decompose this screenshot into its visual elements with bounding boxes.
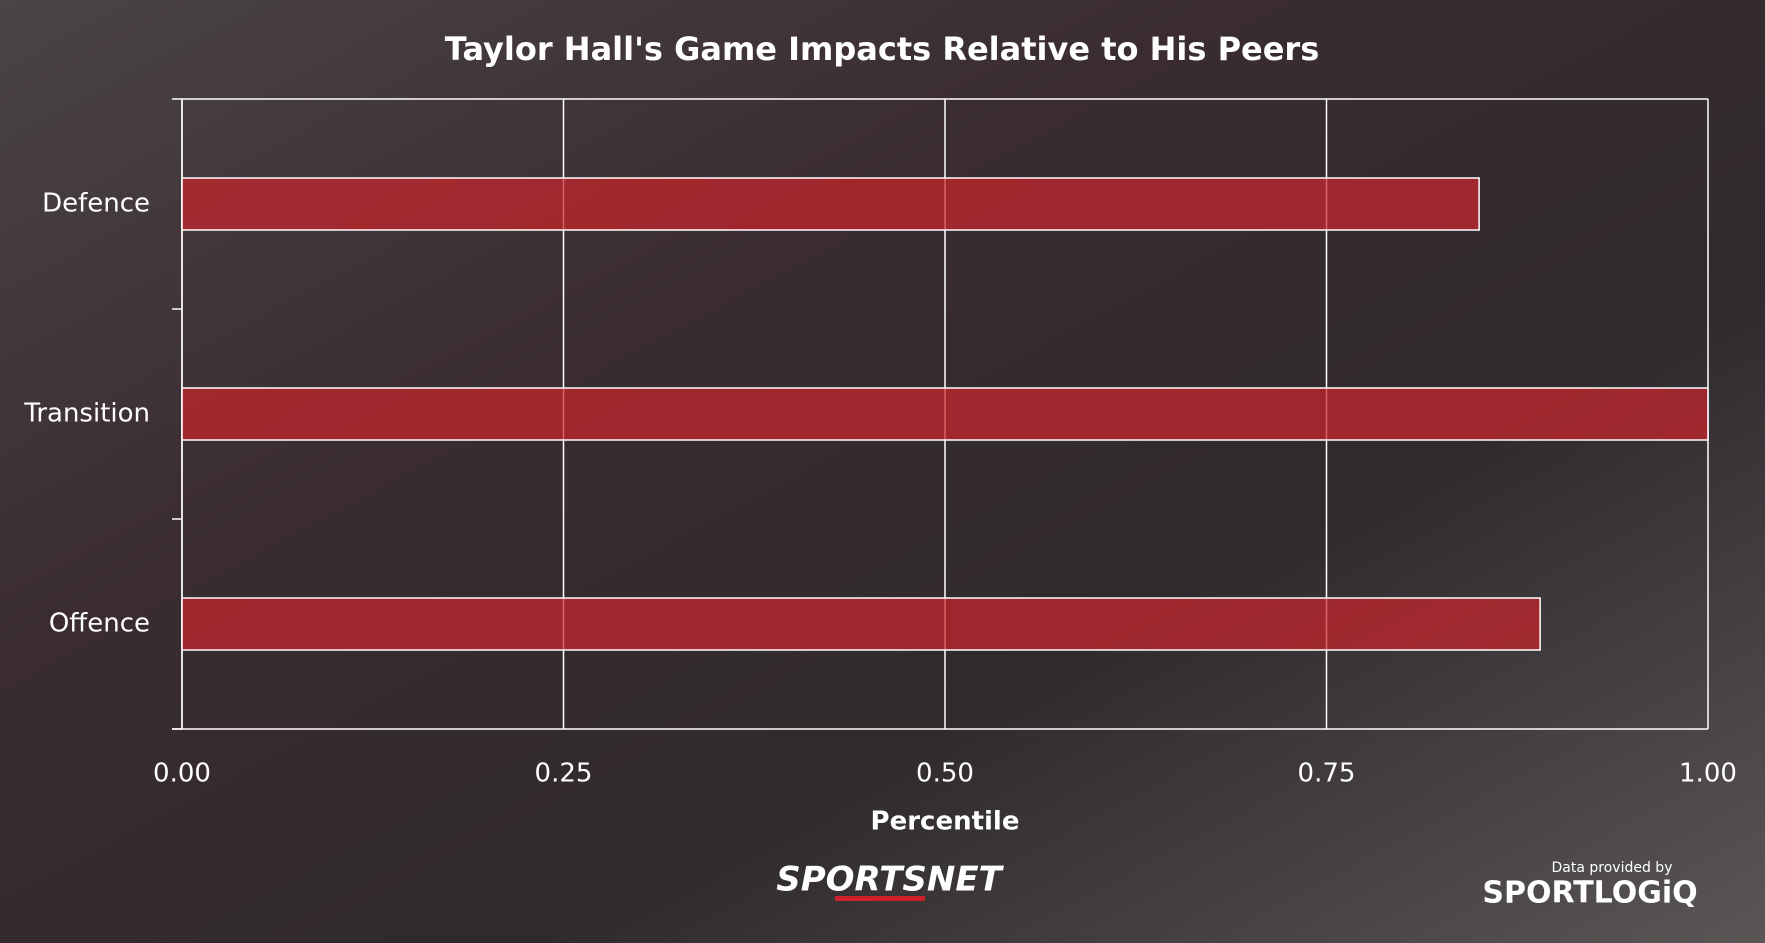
y-tick-label: Transition: [23, 399, 150, 429]
bar: [181, 387, 1709, 441]
x-axis-label: Percentile: [871, 807, 1020, 837]
x-tick-label: 0.00: [153, 759, 211, 789]
provider-logo: SPORTLOGiQ: [1482, 876, 1697, 911]
x-tick-label: 0.25: [535, 759, 593, 789]
credit-text: Data provided by: [1552, 860, 1673, 876]
bar: [181, 597, 1541, 651]
y-tick-label: Offence: [49, 609, 150, 639]
x-tick-label: 0.75: [1298, 759, 1356, 789]
x-tick-label: 1.00: [1679, 759, 1737, 789]
logo-underline: [835, 896, 925, 901]
x-tick-label: 0.50: [916, 759, 974, 789]
bar: [181, 177, 1480, 231]
network-logo: SPORTSNET: [776, 860, 1004, 900]
chart-title: Taylor Hall's Game Impacts Relative to H…: [445, 30, 1320, 68]
y-tick-label: Defence: [42, 189, 150, 219]
